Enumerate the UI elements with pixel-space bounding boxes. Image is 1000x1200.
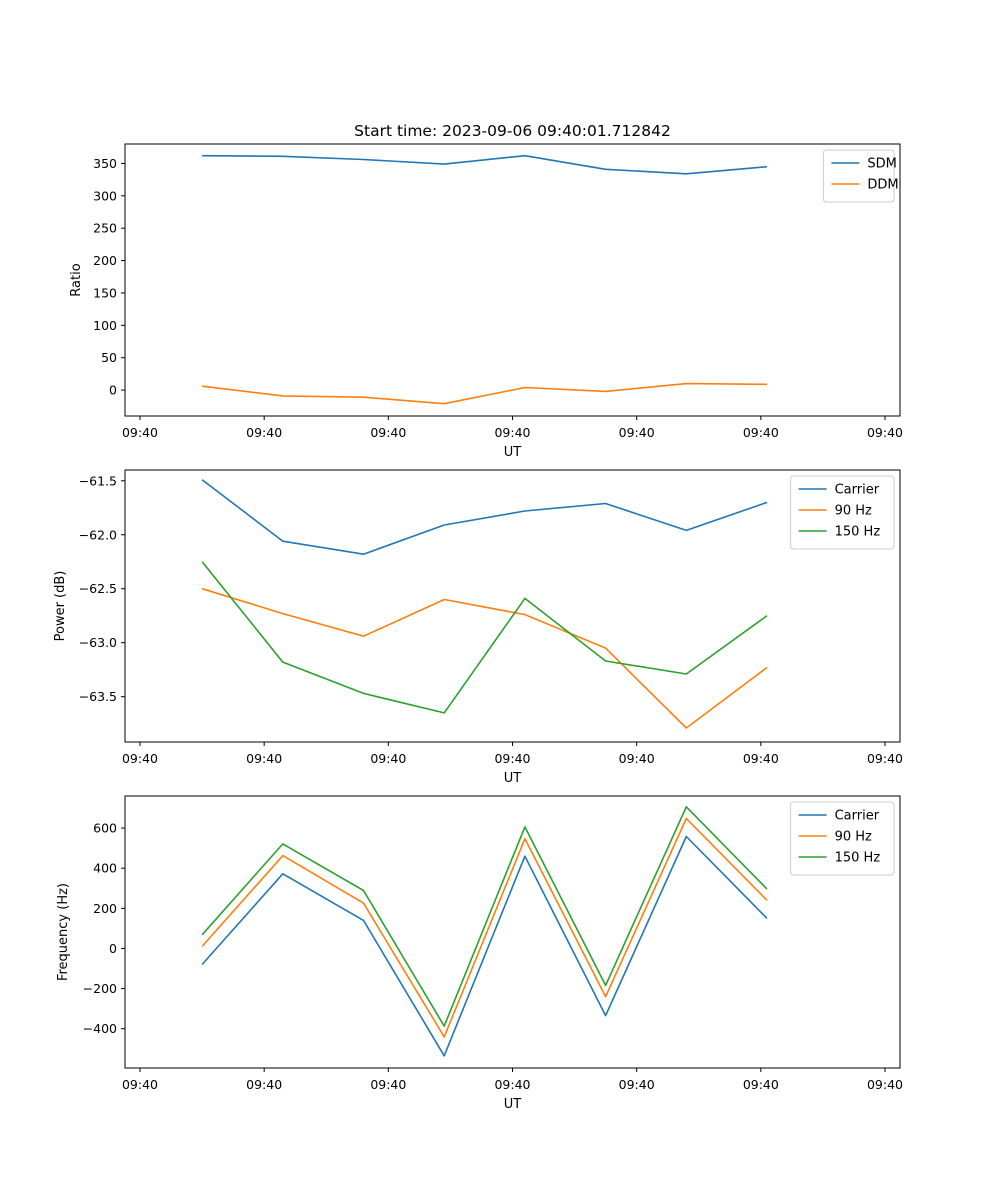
chart-title: Start time: 2023-09-06 09:40:01.712842 [354, 122, 671, 140]
y-tick-label: 300 [93, 188, 117, 203]
y-tick-label: −62.5 [79, 581, 117, 596]
axes-frame [124, 469, 901, 743]
y-tick-label: 0 [109, 941, 117, 956]
legend-label: Carrier [835, 809, 880, 824]
x-axis-label: UT [504, 771, 522, 786]
x-axis-label: UT [504, 1097, 522, 1112]
chart-panels: 09:40 09:40 09:40 09:40 09:40 09:40 09:40 UT 0 50… [53, 143, 903, 1112]
panel-2: 09:40 09:40 09:40 09:40 09:40 09:40 09:40 UT −63… [53, 469, 903, 786]
x-tick-label: 09:40 [867, 1077, 903, 1092]
x-tick-label: 09:40 [370, 1077, 406, 1092]
series-line-90-hz [201, 817, 768, 1038]
x-tick-label: 09:40 [743, 1077, 779, 1092]
x-tick-label: 09:40 [619, 751, 655, 766]
legend-label: Carrier [835, 483, 880, 498]
y-tick-label: 200 [93, 901, 117, 916]
y-tick-label: 150 [93, 285, 117, 300]
y-axis-label: Power (dB) [53, 571, 68, 642]
x-tick-label: 09:40 [246, 425, 282, 440]
legend: SDM DDM [822, 149, 899, 203]
x-tick-label: 09:40 [619, 1077, 655, 1092]
legend-label: 150 Hz [835, 851, 881, 866]
series-line-90-hz [201, 587, 768, 729]
x-tick-label: 09:40 [619, 425, 655, 440]
legend-label: DDM [867, 178, 898, 193]
series-line-150-hz [201, 561, 768, 714]
y-tick-label: 0 [109, 383, 117, 398]
x-tick-label: 09:40 [867, 751, 903, 766]
y-axis-label: Frequency (Hz) [56, 883, 71, 981]
series-line-150-hz [201, 805, 768, 1027]
x-tick-label: 09:40 [122, 1077, 158, 1092]
axes-frame [124, 143, 901, 417]
legend: Carrier 90 Hz 150 Hz [790, 801, 895, 876]
axes-frame [124, 795, 901, 1069]
series-line-carrier [201, 835, 768, 1057]
y-axis-label: Ratio [69, 263, 84, 296]
x-tick-label: 09:40 [122, 751, 158, 766]
legend-label: 150 Hz [835, 525, 881, 540]
x-tick-label: 09:40 [122, 425, 158, 440]
panel-1: 09:40 09:40 09:40 09:40 09:40 09:40 09:40 UT 0 50… [69, 143, 903, 460]
legend-label: 90 Hz [835, 504, 872, 519]
y-tick-label: 400 [93, 861, 117, 876]
legend-label: 90 Hz [835, 830, 872, 845]
y-tick-label: −61.5 [79, 473, 117, 488]
x-tick-label: 09:40 [867, 425, 903, 440]
y-tick-label: −63.5 [79, 689, 117, 704]
y-tick-label: −62.0 [79, 527, 117, 542]
x-tick-label: 09:40 [743, 751, 779, 766]
panel-3: 09:40 09:40 09:40 09:40 09:40 09:40 09:40 UT −40… [56, 795, 903, 1112]
x-tick-label: 09:40 [246, 751, 282, 766]
legend-label: SDM [867, 157, 896, 172]
x-tick-label: 09:40 [246, 1077, 282, 1092]
y-tick-label: 250 [93, 221, 117, 236]
y-tick-label: 350 [93, 156, 117, 171]
x-axis-label: UT [504, 445, 522, 460]
series-line-sdm [202, 154, 768, 175]
x-tick-label: 09:40 [494, 751, 530, 766]
y-tick-label: 600 [93, 821, 117, 836]
series-line-carrier [201, 479, 768, 556]
y-tick-label: −63.0 [79, 635, 117, 650]
y-tick-label: 200 [93, 253, 117, 268]
series-line-ddm [202, 382, 768, 405]
legend: Carrier 90 Hz 150 Hz [790, 475, 895, 550]
x-tick-label: 09:40 [494, 1077, 530, 1092]
x-tick-label: 09:40 [494, 425, 530, 440]
x-tick-label: 09:40 [370, 425, 406, 440]
x-tick-label: 09:40 [370, 751, 406, 766]
x-tick-label: 09:40 [743, 425, 779, 440]
y-tick-label: 100 [93, 318, 117, 333]
y-tick-label: 50 [101, 350, 117, 365]
y-tick-label: −200 [83, 981, 117, 996]
y-tick-label: −400 [83, 1021, 117, 1036]
